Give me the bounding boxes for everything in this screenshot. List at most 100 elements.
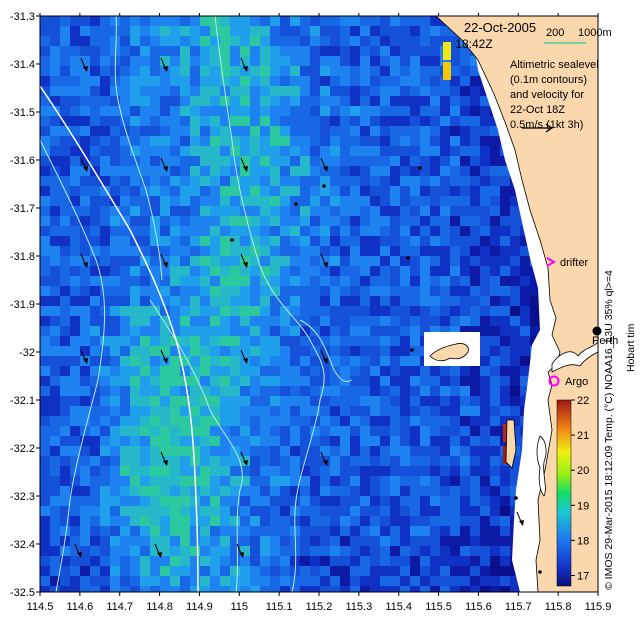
x-tick-label: 115 <box>231 601 249 613</box>
velocity-arrowhead <box>83 166 88 172</box>
drifter-marker <box>546 257 557 267</box>
x-tick-label: 114.5 <box>27 601 54 613</box>
garden-island <box>505 419 517 469</box>
velocity-dot <box>406 256 410 260</box>
velocity-arrowhead <box>83 262 88 268</box>
perth-label: Perth <box>592 335 618 347</box>
velocity-dot <box>410 348 414 352</box>
x-axis: 114.5 114.6 114.7 114.8 114.9 115 115.1 115.2 11… <box>27 13 612 613</box>
velocity-arrowhead <box>163 358 168 364</box>
contour-1000m <box>214 16 325 592</box>
velocity-arrowhead <box>243 166 248 172</box>
velocity-dot <box>294 202 298 206</box>
colorbar-caption: © IMOS 29-Mar-2015 18:12:09 Temp. (°C) N… <box>603 270 615 590</box>
y-tick-label: -32.1 <box>10 395 35 407</box>
contour-200m <box>114 16 163 281</box>
y-tick-label: -32.4 <box>10 539 35 551</box>
x-tick-label: 115.4 <box>385 601 412 613</box>
y-tick-label: -31.5 <box>10 107 35 119</box>
argo-marker <box>548 375 560 387</box>
swan-river-icon <box>551 341 598 373</box>
caption-line: (0.1m contours) <box>510 74 587 86</box>
velocity-dot <box>322 184 326 188</box>
y-tick-label: -32.3 <box>10 491 35 503</box>
caption-line: 22-Oct 18Z <box>510 104 565 116</box>
side-credit: Hobart tim <box>625 323 637 372</box>
velocity-arrowhead <box>163 166 168 172</box>
y-tick-label: -31.6 <box>10 155 35 167</box>
y-tick-label: -32.5 <box>10 587 35 599</box>
velocity-dot <box>230 238 234 242</box>
colorbar-tick-label: 18 <box>577 535 589 547</box>
velocity-dot <box>418 166 422 170</box>
legend-200: 200 <box>546 27 564 39</box>
velocity-arrowhead <box>157 552 162 558</box>
y-tick-label: -31.3 <box>10 11 35 23</box>
perth-marker <box>592 326 602 336</box>
x-tick-label: 115.2 <box>306 601 333 613</box>
caption-line: Altimetric sealevel <box>510 59 599 71</box>
velocity-dot <box>538 570 542 574</box>
colorbar-tick-label: 20 <box>577 465 589 477</box>
velocity-arrowhead <box>83 358 88 364</box>
velocity-arrowhead <box>519 520 524 526</box>
sealevel-contour <box>40 139 106 592</box>
colorbar-tick-label: 19 <box>577 500 589 512</box>
y-tick-label: -31.7 <box>10 203 35 215</box>
x-tick-label: 115.9 <box>585 601 612 613</box>
warm-sst-cell <box>443 42 451 60</box>
colorbar <box>556 399 572 587</box>
velocity-arrowhead <box>243 358 248 364</box>
colorbar-tick-label: 21 <box>577 430 589 442</box>
velocity-scale-arrow <box>522 123 554 133</box>
velocity-arrows <box>74 57 542 574</box>
peel-inlet-icon <box>536 435 547 497</box>
x-tick-label: 114.7 <box>106 601 133 613</box>
velocity-arrowhead <box>323 262 328 268</box>
x-tick-label: 115.8 <box>545 601 572 613</box>
x-tick-label: 115.7 <box>505 601 532 613</box>
velocity-arrowhead <box>83 66 88 72</box>
y-tick-label: -31.4 <box>10 59 35 71</box>
velocity-arrowhead <box>243 460 248 466</box>
x-tick-label: 114.6 <box>66 601 93 613</box>
map-time: 18:42Z <box>455 37 492 51</box>
legend-1000m: 1000m <box>578 27 612 39</box>
colorbar-tick-label: 17 <box>577 570 589 582</box>
colorbar-tick-label: 22 <box>577 395 589 407</box>
velocity-dot <box>514 496 518 500</box>
x-tick-label: 115.3 <box>345 601 372 613</box>
x-tick-label: 114.8 <box>146 601 173 613</box>
x-tick-label: 114.9 <box>186 601 213 613</box>
sealevel-contour <box>149 299 243 592</box>
warm-sst-cell <box>443 62 451 80</box>
x-tick-label: 115.1 <box>266 601 293 613</box>
drifter-label: drifter <box>560 257 588 269</box>
y-tick-label: -31.9 <box>10 299 35 311</box>
y-axis: -31.3 -31.4 -31.5 -31.6 -31.7 -31.8 -31.9 -32 -3… <box>10 11 40 599</box>
x-tick-label: 115.5 <box>425 601 452 613</box>
velocity-arrowhead <box>323 358 328 364</box>
velocity-arrowhead <box>243 262 248 268</box>
velocity-arrowhead <box>243 66 248 72</box>
velocity-arrowhead <box>323 460 328 466</box>
velocity-arrowhead <box>239 552 244 558</box>
caption-line: and velocity for <box>510 89 584 101</box>
x-tick-label: 115.6 <box>465 601 492 613</box>
map-date: 22-Oct-2005 <box>464 20 536 35</box>
y-tick-label: -32.2 <box>10 443 35 455</box>
velocity-arrowhead <box>163 262 168 268</box>
velocity-arrowhead <box>323 166 328 172</box>
y-tick-label: -31.8 <box>10 251 35 263</box>
sealevel-contour <box>299 319 353 383</box>
argo-label: Argo <box>565 376 588 388</box>
rottnest-island <box>429 343 469 362</box>
velocity-arrowhead <box>163 460 168 466</box>
velocity-arrowhead <box>77 552 82 558</box>
sealevel-zero-contour <box>40 85 199 592</box>
y-tick-label: -32 <box>19 347 35 359</box>
velocity-arrowhead <box>163 66 168 72</box>
colorbar-ticks: 17 18 19 20 21 22 <box>571 395 589 582</box>
